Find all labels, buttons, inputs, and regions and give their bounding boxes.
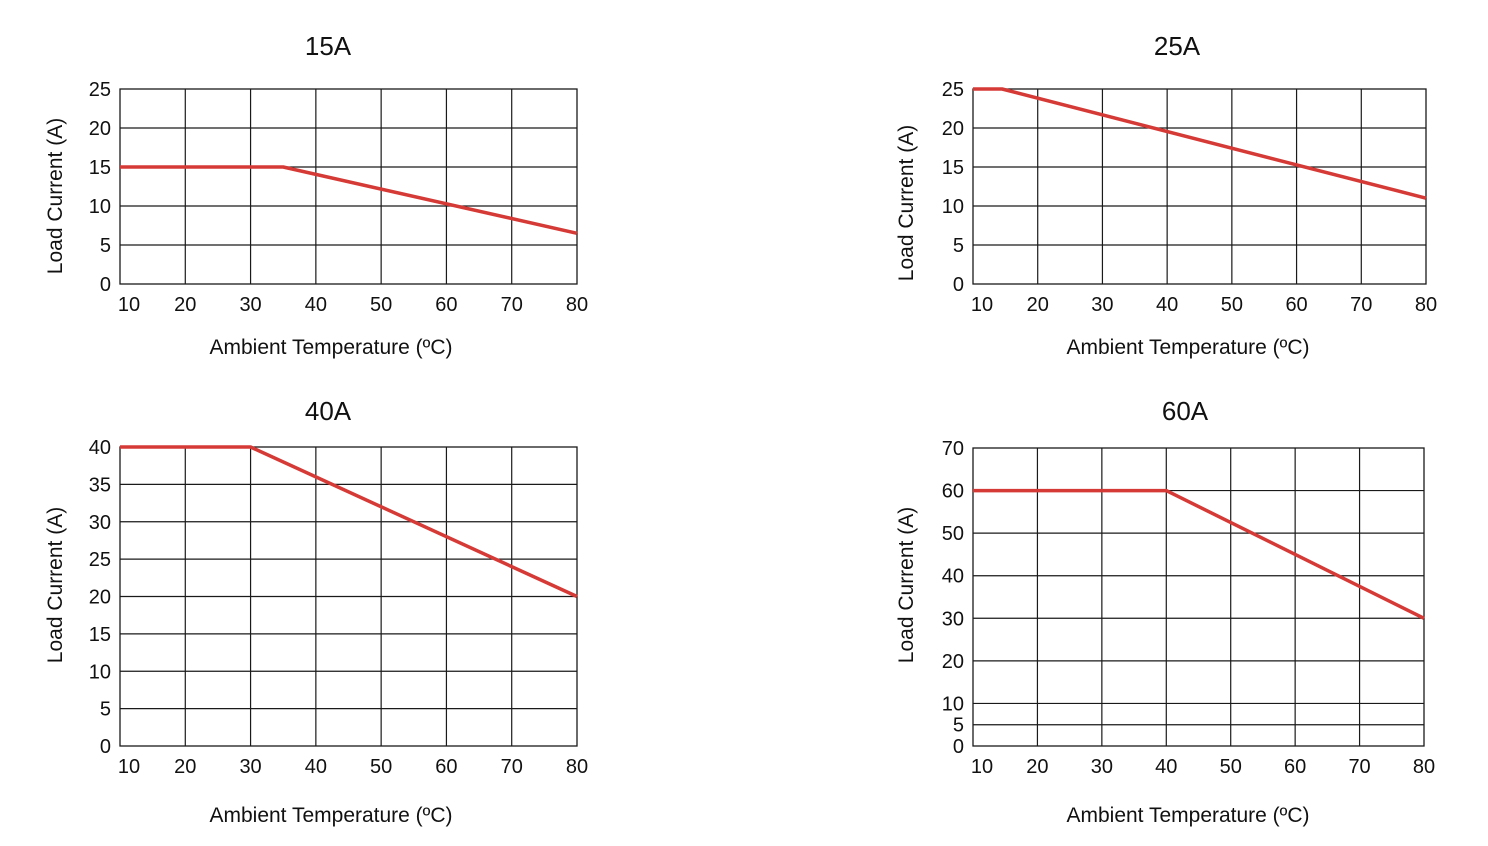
x-axis-title: Ambient Temperature (ºC) — [1066, 804, 1309, 827]
y-tick-label: 15 — [89, 157, 111, 179]
x-tick-label: 60 — [435, 756, 457, 778]
x-tick-label: 50 — [370, 756, 392, 778]
y-tick-label: 10 — [89, 661, 111, 683]
x-tick-label: 30 — [239, 294, 261, 316]
y-tick-label: 30 — [942, 608, 964, 630]
x-tick-label: 60 — [1285, 294, 1307, 316]
x-tick-label: 20 — [1027, 294, 1049, 316]
y-tick-label: 25 — [89, 549, 111, 571]
plot-area-frame — [119, 88, 578, 285]
derating-curve-line — [120, 445, 578, 599]
x-tick-label: 40 — [305, 294, 327, 316]
x-axis-title: Ambient Temperature (ºC) — [209, 804, 452, 827]
derating-curve-line — [973, 87, 1427, 200]
y-tick-label: 10 — [942, 693, 964, 715]
y-tick-label: 50 — [942, 523, 964, 545]
chart-15a: 0 5 10 15 20 25 10 20 30 40 50 60 70 80 15A Ambient Tem… — [44, 31, 588, 359]
y-tick-label: 15 — [942, 157, 964, 179]
x-tick-label: 80 — [1415, 294, 1437, 316]
x-tick-label: 40 — [1155, 756, 1177, 778]
x-tick-label: 10 — [971, 294, 993, 316]
x-tick-label: 20 — [1026, 756, 1048, 778]
chart-title: 25A — [1154, 31, 1201, 61]
y-tick-label: 60 — [942, 481, 964, 503]
y-tick-label: 15 — [89, 624, 111, 646]
x-tick-label: 70 — [1348, 756, 1370, 778]
y-tick-label: 20 — [89, 118, 111, 140]
y-tick-label: 0 — [100, 736, 111, 758]
y-axis-title: Load Current (A) — [44, 118, 67, 274]
y-tick-label: 30 — [89, 512, 111, 534]
x-tick-label: 80 — [1413, 756, 1435, 778]
x-tick-label: 50 — [370, 294, 392, 316]
chart-title: 40A — [305, 396, 352, 426]
y-tick-label: 35 — [89, 474, 111, 496]
y-tick-label: 25 — [89, 79, 111, 101]
y-tick-label: 5 — [953, 715, 964, 737]
x-tick-label: 30 — [1091, 756, 1113, 778]
y-tick-label: 70 — [942, 438, 964, 460]
y-tick-label: 10 — [942, 196, 964, 218]
x-tick-label: 60 — [1284, 756, 1306, 778]
y-tick-label: 0 — [953, 274, 964, 296]
y-tick-label: 20 — [942, 118, 964, 140]
x-tick-label: 30 — [1091, 294, 1113, 316]
x-tick-label: 70 — [1350, 294, 1372, 316]
y-tick-label: 5 — [100, 699, 111, 721]
y-tick-label: 5 — [100, 235, 111, 257]
x-tick-label: 70 — [501, 294, 523, 316]
x-axis-title: Ambient Temperature (ºC) — [209, 336, 452, 359]
x-tick-label: 60 — [435, 294, 457, 316]
x-tick-label: 50 — [1220, 756, 1242, 778]
y-tick-label: 25 — [942, 79, 964, 101]
x-tick-label: 20 — [174, 294, 196, 316]
chart-title: 15A — [305, 31, 352, 61]
plot-area-frame — [972, 447, 1425, 747]
x-tick-label: 20 — [174, 756, 196, 778]
y-tick-label: 0 — [953, 736, 964, 758]
x-axis-title: Ambient Temperature (ºC) — [1066, 336, 1309, 359]
derating-curve-line — [973, 488, 1425, 620]
x-tick-label: 10 — [971, 756, 993, 778]
y-axis-title: Load Current (A) — [44, 507, 67, 663]
y-tick-label: 20 — [89, 587, 111, 609]
y-tick-label: 20 — [942, 651, 964, 673]
y-tick-label: 40 — [942, 566, 964, 588]
x-tick-label: 70 — [501, 756, 523, 778]
chart-title: 60A — [1162, 396, 1209, 426]
x-tick-label: 10 — [118, 294, 140, 316]
x-tick-label: 50 — [1221, 294, 1243, 316]
x-tick-label: 80 — [566, 294, 588, 316]
y-tick-label: 5 — [953, 235, 964, 257]
chart-40a: 0 5 10 15 20 25 30 35 40 10 20 30 40 50 60 70 80 40A Ambie… — [44, 396, 588, 827]
x-tick-label: 10 — [118, 756, 140, 778]
derating-curve-line — [120, 165, 578, 236]
x-tick-label: 40 — [1156, 294, 1178, 316]
chart-25a: 0 5 10 15 20 25 10 20 30 40 50 60 70 80 25A Ambient Tem… — [895, 31, 1437, 359]
y-tick-label: 0 — [100, 274, 111, 296]
x-tick-label: 80 — [566, 756, 588, 778]
x-tick-label: 40 — [305, 756, 327, 778]
y-tick-label: 40 — [89, 437, 111, 459]
y-tick-label: 10 — [89, 196, 111, 218]
y-axis-title: Load Current (A) — [895, 125, 918, 281]
plot-area-frame — [972, 88, 1427, 285]
x-tick-label: 30 — [239, 756, 261, 778]
y-axis-title: Load Current (A) — [895, 507, 918, 663]
